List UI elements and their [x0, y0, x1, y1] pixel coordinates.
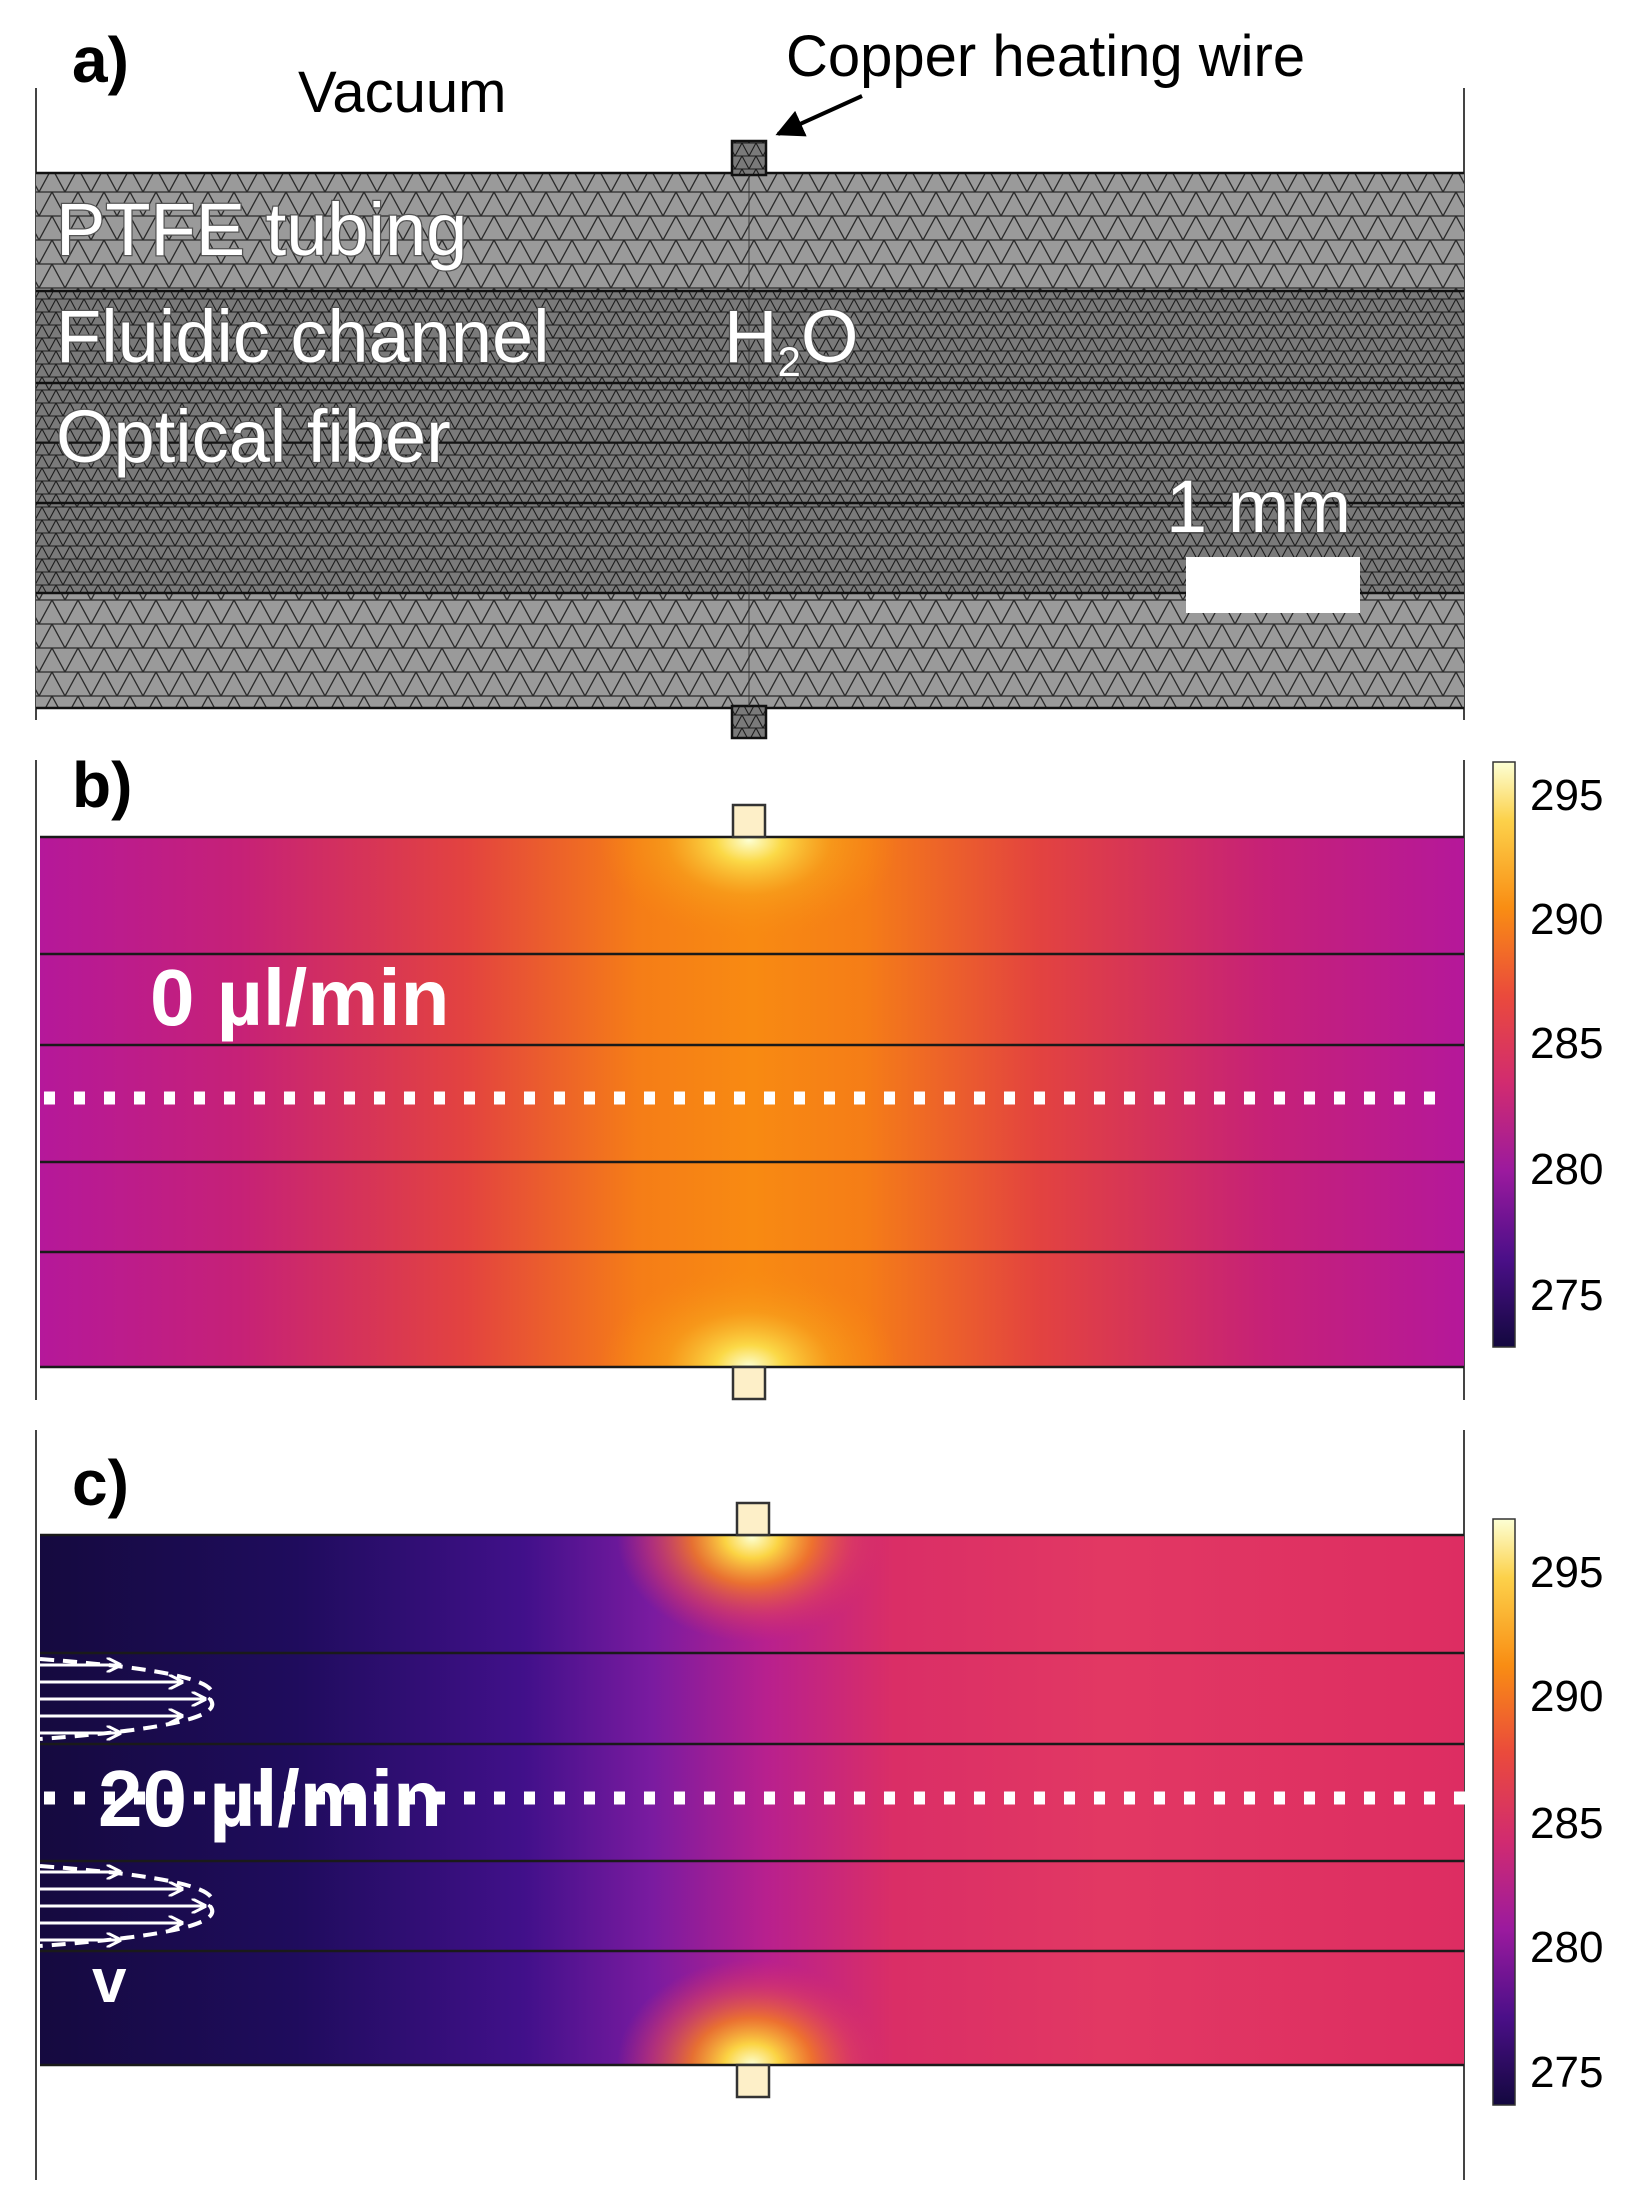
colorbar-b-tick: 280 [1530, 1145, 1603, 1194]
colorbar-c: 295 290 285 280 275 [1492, 1518, 1603, 2106]
wire-bottom-b [731, 1365, 767, 1401]
velocity-profile-lower [39, 1864, 215, 1948]
scale-bar-label: 1 mm [1166, 465, 1351, 548]
colorbar-c-tick: 290 [1530, 1672, 1603, 1721]
hotspot-top-b [599, 837, 899, 940]
panel-c: c) 20 µl/min v [35, 1430, 1470, 2180]
label-optical-fiber: Optical fiber [56, 395, 451, 478]
wire-pointer-arrow [775, 94, 863, 137]
label-h2o: H2O [724, 295, 858, 385]
colorbar-c-tick: 275 [1530, 2048, 1603, 2097]
colorbar-c-tick: 295 [1530, 1548, 1603, 1597]
mesh-channel-top [36, 291, 1464, 383]
wire-top-c [735, 1501, 771, 1537]
colorbar-b-tick: 285 [1530, 1019, 1603, 1068]
scale-bar [1186, 557, 1360, 613]
velocity-label: v [92, 1947, 127, 2016]
wire-top-b [731, 803, 767, 839]
hotspot-bottom-b [599, 1267, 899, 1367]
colorbar-b-tick: 295 [1530, 771, 1603, 820]
flow-label-c: 20 µl/min [98, 1754, 442, 1843]
colorbar-c-tick: 280 [1530, 1923, 1603, 1972]
label-fluidic-channel: Fluidic channel [56, 295, 550, 378]
colorbar-b-ticks: 295 290 285 280 275 [1530, 771, 1603, 1320]
hotspot-top-c [617, 1535, 887, 1642]
panel-c-letter: c) [72, 1447, 129, 1519]
mesh-ptfe-top [36, 173, 1464, 291]
hotspot-bottom-c [617, 1960, 887, 2065]
colorbar-b-tick: 290 [1530, 895, 1603, 944]
wire-bottom-a [730, 704, 768, 740]
wire-label: Copper heating wire [786, 24, 1305, 89]
panel-a-letter: a) [72, 24, 129, 96]
wire-top-a [730, 139, 768, 177]
flow-label-b: 0 µl/min [150, 953, 450, 1042]
wire-bottom-c [735, 2063, 771, 2099]
colorbar-c-ticks: 295 290 285 280 275 [1530, 1548, 1603, 2097]
colorbar-c-tick: 285 [1530, 1799, 1603, 1848]
colorbar-b: 295 290 285 280 275 [1492, 761, 1603, 1348]
panel-b: b) 0 µl/min [35, 749, 1465, 1401]
velocity-profile-upper [39, 1657, 215, 1741]
vacuum-label: Vacuum [298, 60, 506, 125]
panel-a: a) Vacuum Copper heating wire PTFE tubin… [35, 24, 1465, 740]
panel-b-letter: b) [72, 749, 132, 821]
colorbar-b-tick: 275 [1530, 1271, 1603, 1320]
label-ptfe-tubing: PTFE tubing [56, 188, 467, 271]
